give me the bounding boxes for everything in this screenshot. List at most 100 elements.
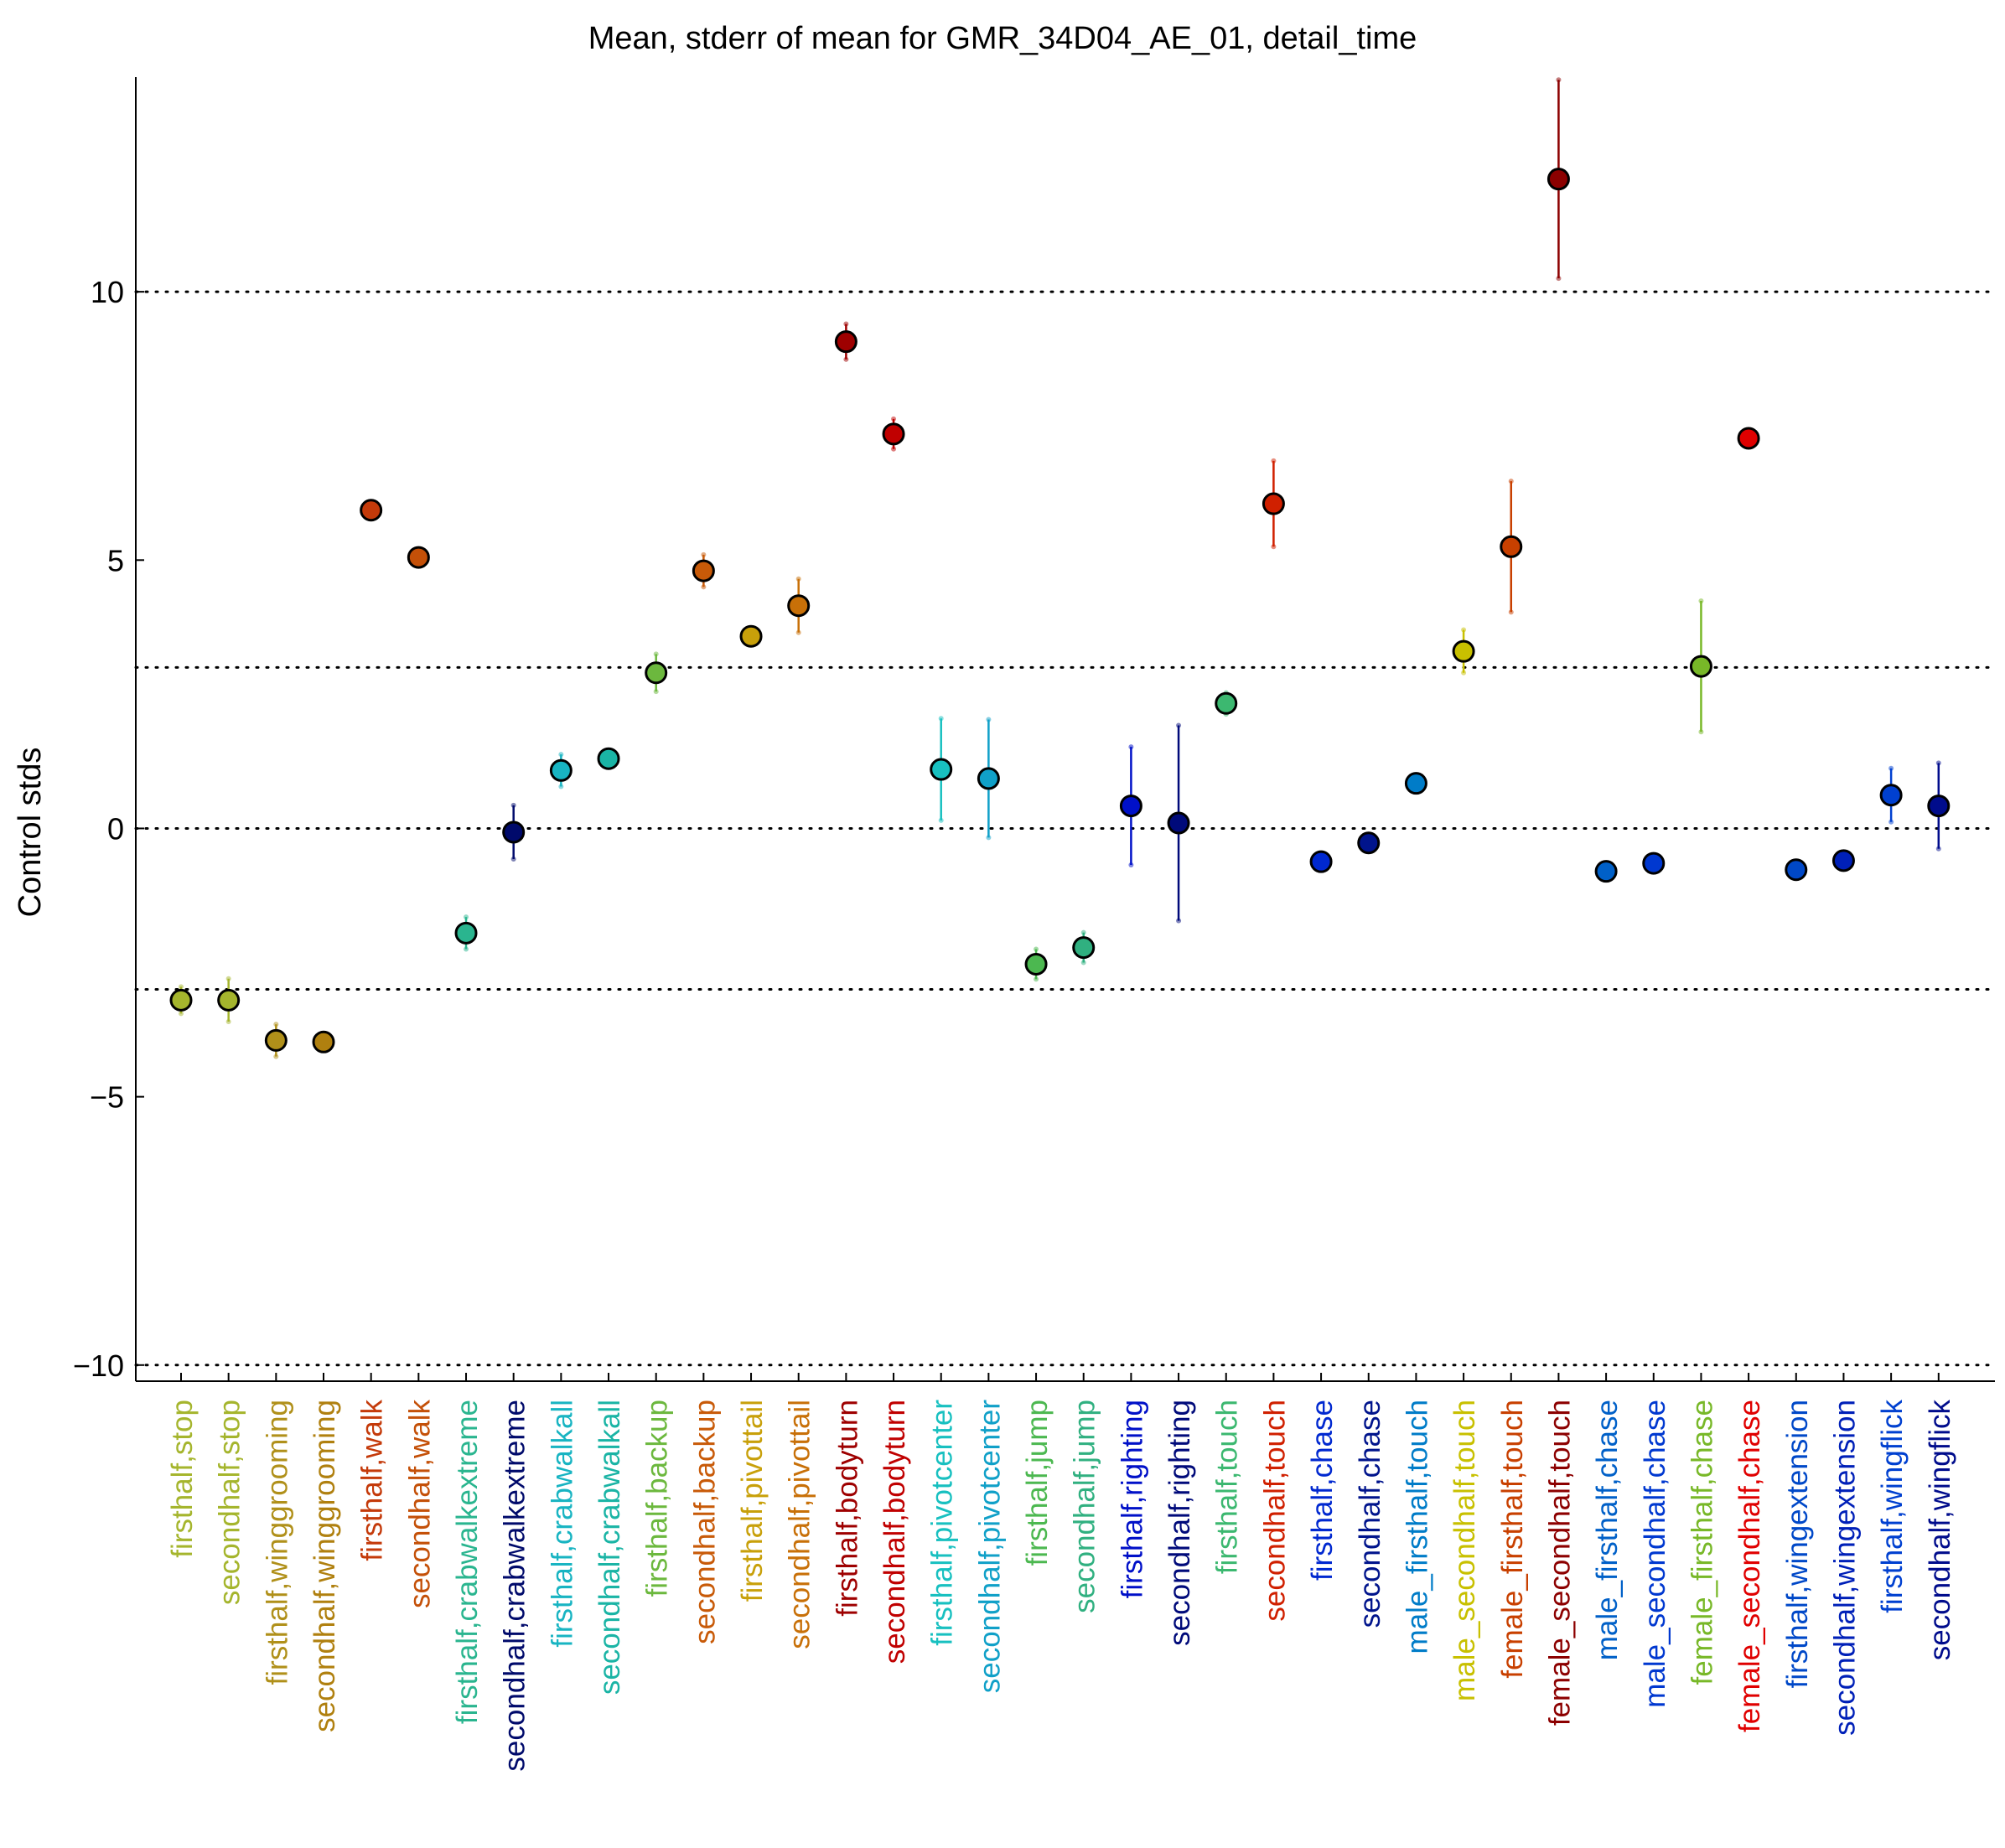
chart-title: Mean, stderr of mean for GMR_34D04_AE_01… (588, 21, 1417, 56)
error-cap-top (179, 984, 184, 990)
mean-marker (882, 422, 905, 446)
mean-marker (407, 546, 430, 569)
mean-marker (1500, 535, 1523, 558)
x-tick-label: male_firsthalf,chase (1591, 1400, 1624, 1660)
x-tick-label: secondhalf,crabwalkextreme (499, 1400, 531, 1772)
x-tick-label: male_secondhalf,touch (1448, 1400, 1481, 1701)
x-tick-label: secondhalf,stop (214, 1400, 246, 1605)
x-tick-label: firsthalf,wingflick (1876, 1400, 1909, 1613)
x-tick-label: secondhalf,winggrooming (308, 1400, 341, 1732)
mean-marker (1737, 427, 1760, 450)
mean-marker (834, 330, 857, 354)
mean-marker (502, 820, 526, 844)
error-cap-bottom (1935, 846, 1941, 852)
error-cap-top (1508, 479, 1514, 484)
x-tick-label: secondhalf,righting (1163, 1400, 1196, 1646)
mean-marker (264, 1028, 288, 1052)
error-cap-bottom (1556, 276, 1562, 282)
reference-lines (134, 290, 1997, 1367)
mean-marker (977, 767, 1000, 790)
error-cap-top (1034, 946, 1039, 952)
mean-marker (169, 988, 193, 1012)
mean-marker (1594, 860, 1618, 883)
mean-marker (692, 559, 715, 582)
x-tick-label: male_firsthalf,touch (1401, 1400, 1433, 1654)
mean-marker (1309, 850, 1333, 873)
x-tick-label: secondhalf,pivottail (784, 1400, 816, 1649)
x-tick-label: female_secondhalf,touch (1543, 1400, 1576, 1726)
y-tick-label: −5 (90, 1080, 124, 1115)
x-tick-label: secondhalf,walk (403, 1400, 436, 1609)
error-cap-top (1461, 627, 1467, 633)
error-cap-top (510, 802, 516, 808)
error-cap-top (1556, 77, 1562, 83)
x-tick-label: firsthalf,righting (1116, 1400, 1148, 1598)
error-cap-top (1128, 744, 1134, 750)
error-bars (179, 77, 1941, 1059)
error-cap-top (891, 416, 897, 422)
error-cap-bottom (179, 1011, 184, 1017)
error-cap-bottom (843, 356, 849, 362)
error-cap-bottom (795, 629, 801, 635)
mean-marker (1879, 784, 1903, 807)
mean-marker (1072, 936, 1096, 960)
error-cap-top (225, 976, 231, 981)
y-axis-label: Control stds (13, 748, 48, 918)
mean-marker (1785, 858, 1808, 882)
error-cap-top (273, 1022, 279, 1028)
error-cap-bottom (273, 1053, 279, 1059)
error-cap-top (795, 576, 801, 582)
mean-marker (1024, 952, 1048, 976)
x-tick-label: firsthalf,jump (1021, 1400, 1054, 1566)
error-cap-bottom (653, 689, 659, 695)
x-tick-label: firsthalf,pivotcenter (926, 1400, 959, 1646)
error-cap-top (938, 716, 944, 722)
x-tick-label: firsthalf,stop (166, 1400, 199, 1558)
x-tick-label: secondhalf,pivotcenter (973, 1400, 1006, 1694)
error-cap-bottom (225, 1018, 231, 1024)
mean-marker (1262, 492, 1285, 515)
error-cap-bottom (986, 835, 992, 841)
error-cap-bottom (1128, 862, 1134, 868)
error-cap-bottom (1888, 819, 1894, 825)
mean-marker (739, 624, 763, 648)
x-tick-label: secondhalf,bodyturn (878, 1400, 911, 1664)
error-cap-bottom (558, 784, 564, 789)
error-cap-top (1176, 722, 1182, 728)
x-tick-label: secondhalf,jump (1069, 1400, 1101, 1613)
x-tick-label: female_firsthalf,touch (1496, 1400, 1529, 1679)
error-cap-bottom (1461, 670, 1467, 676)
error-cap-top (1271, 458, 1277, 463)
error-cap-top (1698, 598, 1704, 603)
mean-marker (1689, 655, 1712, 678)
x-tick-label: female_firsthalf,chase (1686, 1400, 1718, 1685)
error-cap-bottom (1176, 918, 1182, 924)
mean-marker (787, 594, 811, 618)
x-tick-label: male_secondhalf,chase (1639, 1400, 1671, 1708)
error-cap-top (1888, 765, 1894, 771)
mean-marker (1831, 849, 1855, 872)
x-tick-label: firsthalf,walk (356, 1400, 389, 1561)
mean-marker (1927, 795, 1951, 818)
mean-marker (217, 988, 241, 1012)
x-tick-label: firsthalf,winggrooming (261, 1400, 293, 1685)
mean-marker (1452, 639, 1475, 663)
error-cap-bottom (891, 446, 897, 452)
error-cap-top (653, 651, 659, 657)
mean-marker (1215, 691, 1238, 715)
error-cap-bottom (938, 817, 944, 823)
mean-marker (312, 1030, 335, 1053)
error-cap-bottom (1508, 609, 1514, 615)
y-tick-label: 0 (107, 811, 124, 846)
mean-marker (1167, 811, 1190, 835)
x-tick-label: secondhalf,crabwalkall (593, 1400, 626, 1695)
error-cap-top (701, 551, 707, 557)
mean-marker (1404, 772, 1427, 795)
x-tick-label: firsthalf,chase (1306, 1400, 1339, 1581)
x-tick-label: firsthalf,backup (641, 1400, 674, 1597)
error-cap-top (558, 752, 564, 758)
x-tick-label: female_secondhalf,chase (1733, 1400, 1766, 1732)
mean-marker (1546, 168, 1570, 191)
y-tick-label: −10 (73, 1348, 124, 1383)
